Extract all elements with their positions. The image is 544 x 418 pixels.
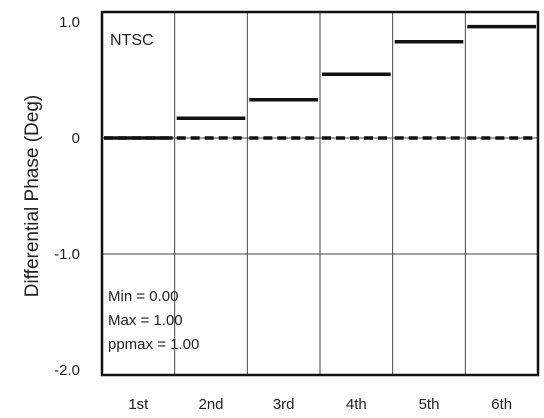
y-tick-labels: 1.0 0 -1.0 -2.0	[54, 14, 80, 379]
y-axis-title: Differential Phase (Deg)	[22, 95, 43, 297]
y-tick-label-2: -1.0	[54, 246, 80, 263]
x-tick-label-5: 5th	[419, 396, 440, 413]
x-tick-label-3: 3rd	[273, 396, 295, 413]
x-tick-label-1: 1st	[128, 396, 149, 413]
x-tick-label-4: 4th	[346, 396, 367, 413]
x-tick-label-6: 6th	[491, 396, 512, 413]
y-tick-label-1: 0	[72, 130, 80, 147]
plot-frame	[100, 10, 540, 377]
stat-max: Max = 1.00	[108, 312, 183, 329]
x-tick-label-2: 2nd	[198, 396, 223, 413]
series-lines	[104, 24, 536, 140]
ntsc-label: NTSC	[110, 32, 154, 49]
grid-lines	[102, 12, 538, 375]
y-tick-label-3: -2.0	[54, 362, 80, 379]
stat-ppmax: ppmax = 1.00	[108, 336, 199, 353]
y-tick-label-0: 1.0	[59, 14, 80, 31]
x-tick-labels: 1st 2nd 3rd 4th 5th 6th	[128, 396, 512, 413]
stat-min: Min = 0.00	[108, 288, 178, 305]
